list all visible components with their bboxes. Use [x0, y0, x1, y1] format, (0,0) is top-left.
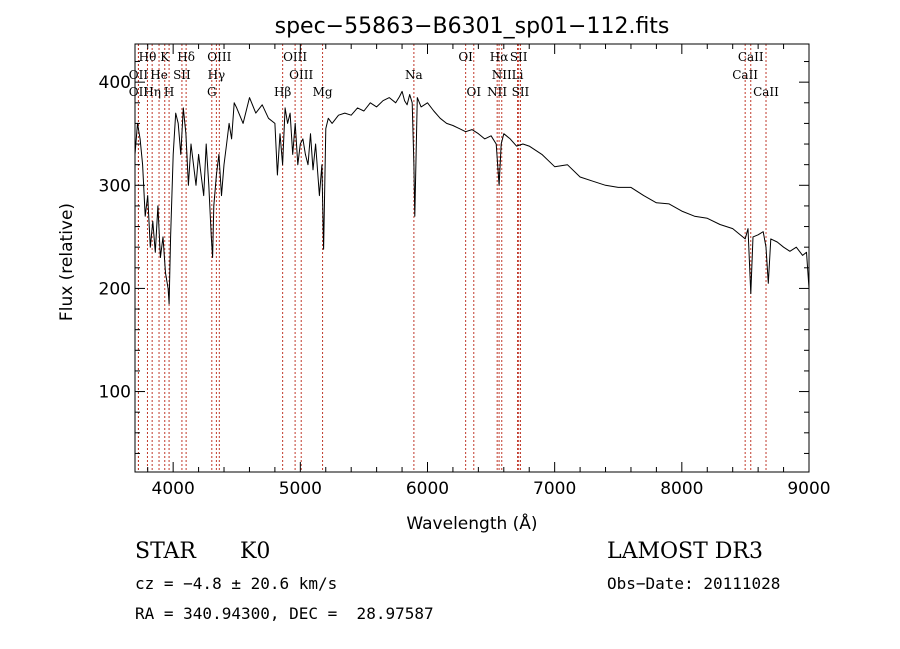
- object-subclass: K0: [240, 539, 271, 564]
- spectral-line-label: CaII: [732, 68, 758, 82]
- spectral-line-label: OI: [466, 85, 481, 99]
- y-axis-ticks: 100 200 300 400: [99, 61, 809, 454]
- y-axis-label: Flux (relative): [57, 203, 77, 321]
- plot-frame: [134, 43, 810, 473]
- spectral-line-label: Hα: [490, 50, 509, 64]
- observation-date: Obs−Date: 20111028: [607, 574, 781, 593]
- spectral-line-label: OIII: [207, 50, 231, 64]
- spectral-line-label: Hδ: [177, 50, 195, 64]
- spectral-line-label: SII: [512, 85, 530, 99]
- x-tick-label: 9000: [787, 479, 830, 499]
- x-tick-label: 5000: [279, 479, 322, 499]
- y-tick-label: 100: [99, 383, 131, 403]
- spectral-line-label: H: [164, 85, 174, 99]
- chart-title: spec−55863−B6301_sp01−112.fits: [275, 14, 670, 39]
- spectral-line-label: OIII: [289, 68, 313, 82]
- spectral-line-label: OII: [129, 85, 149, 99]
- y-tick-label: 200: [99, 279, 131, 299]
- spectral-line-label: Hθ: [139, 50, 157, 64]
- spectral-line-label: CaII: [738, 50, 764, 64]
- y-tick-label: 400: [99, 73, 131, 93]
- x-tick-label: 4000: [152, 479, 195, 499]
- x-tick-label: 6000: [406, 479, 449, 499]
- redshift-velocity: cz = −4.8 ± 20.6 km/s: [135, 574, 338, 593]
- spectral-line-label: CaII: [753, 85, 779, 99]
- spectral-line-label: Mg: [313, 85, 333, 99]
- spectral-line-label: NII: [487, 85, 507, 99]
- spectral-line-label: OI: [458, 50, 473, 64]
- x-axis-label: Wavelength (Å): [406, 512, 537, 534]
- spectral-line-label: Li: [512, 68, 524, 82]
- spectral-line-label: NII: [492, 68, 512, 82]
- spectral-line-label: Na: [405, 68, 423, 82]
- spectrum-series-line: [134, 90, 810, 305]
- spectral-line-label: Hγ: [208, 68, 226, 82]
- spectral-line-label: Hη: [143, 85, 161, 99]
- object-class: STAR: [135, 539, 196, 564]
- x-axis-ticks: 4000 5000 6000 7000 8000 9000: [147, 44, 831, 499]
- spectral-line-label: He: [150, 68, 168, 82]
- x-tick-label: 7000: [533, 479, 576, 499]
- ra-dec-coordinates: RA = 340.94300, DEC = 28.97587: [135, 604, 434, 623]
- spectral-line-label: Hβ: [274, 85, 291, 99]
- spectral-line-label: OII: [129, 68, 149, 82]
- spectral-line-label: OIII: [283, 50, 307, 64]
- x-tick-label: 8000: [660, 479, 703, 499]
- spectral-line-label: SII: [173, 68, 191, 82]
- spectral-line-markers: [137, 44, 767, 472]
- spectral-line-label: K: [160, 50, 170, 64]
- survey-name: LAMOST DR3: [607, 539, 763, 564]
- spectral-line-label: SII: [510, 50, 528, 64]
- spectral-line-label: G: [207, 85, 217, 99]
- y-tick-label: 300: [99, 176, 131, 196]
